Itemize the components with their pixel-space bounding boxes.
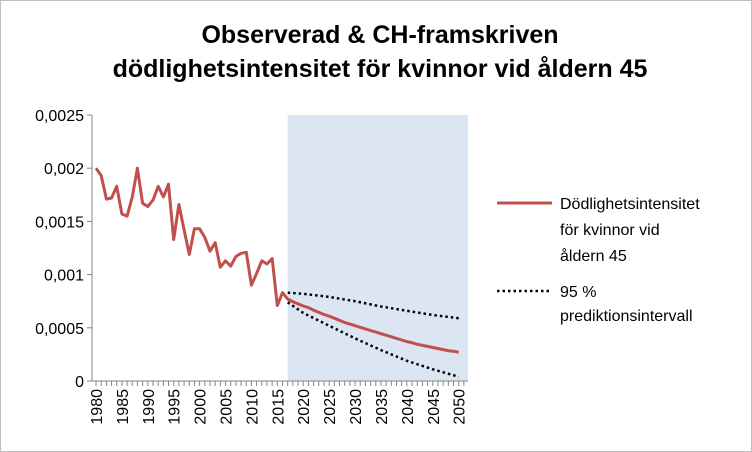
- y-tick-label-5: 0,0025: [35, 108, 84, 125]
- series-observed-line: [94, 166, 460, 354]
- x-tick-label-12: 2040: [400, 389, 417, 425]
- x-tick-label-1: 1985: [115, 389, 132, 425]
- legend-label-observed-1: för kvinnor vid: [560, 222, 660, 239]
- legend-label-interval-1: prediktionsintervall: [560, 308, 693, 325]
- x-tick-label-0: 1980: [89, 389, 106, 425]
- series-lower-bound-line: [286, 301, 460, 378]
- legend-label-interval-0: 95 %: [560, 284, 596, 301]
- x-tick-label-6: 2010: [244, 389, 261, 425]
- y-tick-label-4: 0,002: [44, 161, 84, 178]
- x-tick-label-7: 2015: [270, 389, 287, 425]
- x-tick-label-13: 2045: [426, 389, 443, 425]
- x-tick-label-10: 2030: [348, 389, 365, 425]
- legend-label-observed-0: Dödlighetsintensitet: [560, 196, 700, 213]
- y-tick-label-0: 0: [75, 374, 84, 391]
- x-tick-label-3: 1995: [167, 389, 184, 425]
- chart-title-line-2: dödlighetsintensitet för kvinnor vid åld…: [112, 55, 648, 83]
- x-tick-label-5: 2005: [219, 389, 236, 425]
- y-tick-label-1: 0,0005: [35, 321, 84, 338]
- legend: Dödlighetsintensitet för kvinnor vid ålder…: [497, 196, 700, 325]
- x-tick-label-14: 2050: [452, 389, 469, 425]
- x-tick-label-9: 2025: [322, 389, 339, 425]
- y-tick-label-2: 0,001: [44, 268, 84, 285]
- shaded-forecast-region: [287, 115, 468, 381]
- series-layer: [94, 166, 460, 378]
- chart-title-line-1: Observerad & CH-framskriven: [201, 21, 559, 49]
- x-tick-label-11: 2035: [374, 389, 391, 425]
- axis-layer: 0 0,0005 0,001 0,0015 0,002 0,0025 1980 1985 199…: [35, 108, 469, 425]
- x-tick-label-2: 1990: [141, 389, 158, 425]
- legend-label-observed-2: åldern 45: [560, 247, 627, 265]
- shaded-region-layer: [287, 115, 468, 381]
- x-tick-label-8: 2020: [296, 389, 313, 425]
- y-tick-label-3: 0,0015: [35, 214, 84, 231]
- chart-title: Observerad & CH-framskriven dödlighetsin…: [90, 18, 670, 86]
- x-tick-label-4: 2000: [193, 389, 210, 425]
